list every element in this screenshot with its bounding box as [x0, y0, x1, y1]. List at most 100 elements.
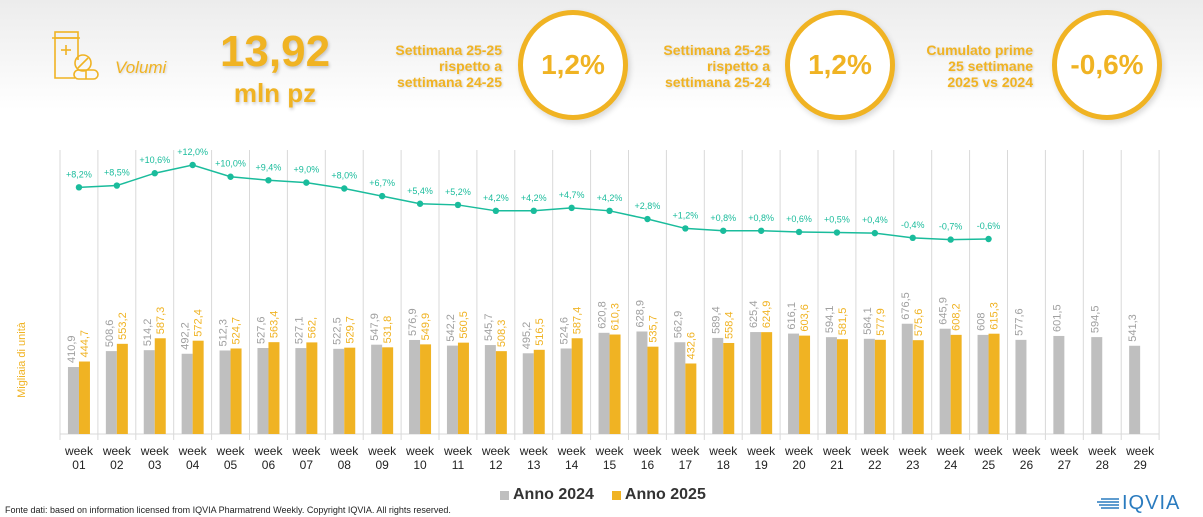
- stat-2-line-3: settimana 25-24: [664, 74, 770, 90]
- bar-2024: [371, 344, 383, 434]
- line-point: [530, 207, 537, 215]
- bar-label-2025: 581,5: [837, 308, 849, 336]
- stat-3-value: -0,6%: [1070, 49, 1144, 80]
- x-tick-label: week: [1049, 444, 1079, 458]
- bar-label-2025: 572,4: [193, 309, 205, 337]
- bar-label-2025: 575,6: [913, 309, 925, 337]
- bar-2025: [457, 342, 469, 434]
- x-tick-label-number: 13: [527, 458, 541, 472]
- pill-bottle-icon: [52, 31, 99, 80]
- line-point: [795, 228, 803, 236]
- line-point-label: +9,0%: [293, 165, 319, 175]
- bar-2025: [78, 361, 90, 434]
- stat-1-circle: 1,2%: [518, 10, 628, 120]
- stat-1-value: 1,2%: [541, 49, 605, 80]
- bar-2024: [446, 345, 458, 434]
- bar-2025: [836, 339, 848, 434]
- line-point-label: +8,5%: [104, 168, 130, 178]
- bar-label-2025: 549,9: [420, 313, 432, 341]
- bar-label-2025: 535,7: [647, 315, 659, 343]
- line-point: [947, 236, 954, 243]
- bar-label-2024: 620,8: [597, 301, 609, 329]
- bar-label-2024: 576,9: [407, 308, 419, 336]
- stat-3-circle: -0,6%: [1052, 10, 1162, 120]
- bar-2024: [1015, 339, 1027, 434]
- bar-2025: [344, 347, 356, 434]
- bar-label-2024: 542,2: [445, 314, 457, 342]
- bar-label-2024: 547,9: [369, 313, 381, 341]
- line-point-label: +10,6%: [139, 155, 170, 165]
- line-point: [606, 207, 613, 215]
- bar-label-2024: 562,9: [672, 311, 684, 339]
- x-tick-label-number: 05: [224, 458, 238, 472]
- iqvia-logo-text: IQVIA: [1122, 492, 1181, 514]
- iqvia-logo-icon: [1097, 497, 1119, 509]
- x-tick-label-number: 16: [641, 458, 655, 472]
- x-tick-label-number: 21: [830, 458, 844, 472]
- bar-2025: [761, 332, 773, 434]
- bar-2024: [67, 367, 79, 434]
- x-tick-label-number: 10: [413, 458, 427, 472]
- line-point: [189, 161, 196, 169]
- line-point-label: +8,0%: [331, 170, 357, 180]
- line-point: [265, 177, 272, 184]
- line-point: [720, 227, 727, 234]
- x-tick-label-number: 04: [186, 458, 200, 472]
- stat-1-description: Settimana 25-25 rispetto a settimana 24-…: [362, 42, 502, 90]
- line-point-label: +4,2%: [521, 193, 547, 203]
- bar-label-2024: 589,4: [710, 306, 722, 334]
- line-point-label: +0,8%: [748, 213, 774, 223]
- bar-2024: [333, 348, 345, 434]
- x-tick-label: week: [557, 444, 587, 458]
- x-tick-label: week: [708, 444, 738, 458]
- bar-label-2025: 587,3: [155, 307, 167, 335]
- bar-2025: [116, 343, 128, 434]
- bar-2024: [750, 332, 762, 434]
- bar-2025: [495, 351, 507, 434]
- stat-2-line-2: rispetto a: [706, 58, 770, 74]
- line-point-label: -0,6%: [977, 221, 1001, 231]
- bar-label-2024: 495,2: [521, 322, 533, 350]
- line-point: [871, 229, 879, 237]
- bar-2024: [522, 353, 534, 434]
- x-tick-label-number: 11: [452, 458, 465, 472]
- bar-label-2025: 624,9: [761, 301, 773, 329]
- bar-label-2025: 553,2: [117, 312, 129, 340]
- bar-label-2025: 560,5: [458, 311, 470, 339]
- bar-label-2024: 625,4: [748, 301, 760, 329]
- chart-legend: Anno 2024 Anno 2025: [500, 486, 706, 504]
- kpi-label: Volumi: [115, 58, 167, 77]
- bar-label-2025: 615,3: [989, 302, 1001, 330]
- x-tick-label-number: 08: [338, 458, 352, 472]
- x-tick-label-number: 25: [982, 458, 996, 472]
- bar-2024: [484, 345, 496, 434]
- bar-label-2025: 432,6: [685, 332, 697, 360]
- line-point: [644, 215, 651, 223]
- line-point-label: +0,5%: [824, 215, 850, 225]
- bar-label-2025: 516,5: [534, 318, 546, 346]
- bar-2025: [912, 340, 924, 434]
- legend-item-2024: Anno 2024: [500, 486, 594, 504]
- bar-label-2024: 616,1: [786, 302, 798, 330]
- x-tick-label: week: [595, 444, 625, 458]
- bar-label-2025: 531,8: [382, 316, 394, 344]
- x-tick-label-number: 03: [148, 458, 162, 472]
- line-point: [454, 201, 462, 209]
- bar-2024: [409, 339, 421, 434]
- x-tick-label: week: [443, 444, 473, 458]
- line-point-label: +10,0%: [215, 159, 246, 169]
- line-point-label: +4,7%: [559, 190, 585, 200]
- bar-2024: [977, 334, 989, 434]
- line-point: [113, 182, 121, 189]
- bar-label-2024: 514,2: [142, 319, 154, 347]
- line-point: [303, 179, 310, 186]
- x-tick-label: week: [178, 444, 208, 458]
- x-tick-label: week: [1087, 444, 1117, 458]
- bar-2025: [230, 348, 242, 434]
- line-point-label: +0,8%: [710, 213, 736, 223]
- bar-label-2024: 522,5: [331, 317, 343, 345]
- bar-label-2025: 508,3: [496, 320, 508, 348]
- bar-label-2024: 628,9: [634, 300, 646, 328]
- bar-2024: [181, 353, 193, 434]
- bar-label-2025: 563,4: [268, 311, 280, 339]
